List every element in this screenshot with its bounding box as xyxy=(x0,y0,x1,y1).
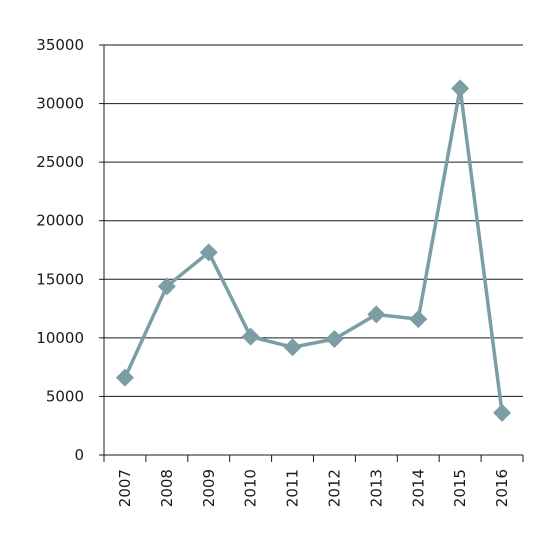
axes xyxy=(103,45,523,456)
y-tick-label-15000: 15000 xyxy=(36,270,84,288)
data-point-2009 xyxy=(199,243,218,262)
x-tick-label-2008: 2008 xyxy=(158,469,176,507)
y-tick-label-25000: 25000 xyxy=(36,153,84,171)
x-tick-label-2013: 2013 xyxy=(367,469,385,507)
x-tick-label-2010: 2010 xyxy=(242,469,260,507)
data-point-2015 xyxy=(451,79,470,98)
x-tick-label-2012: 2012 xyxy=(325,469,343,507)
x-tick-label-2016: 2016 xyxy=(493,469,511,507)
x-tick-labels: 2007 2008 2009 2010 2011 2012 2013 2014 2015 2016 xyxy=(103,455,524,507)
y-tick-label-20000: 20000 xyxy=(36,212,84,230)
y-tick-label-0: 0 xyxy=(74,446,84,464)
x-tick-label-2007: 2007 xyxy=(116,469,134,507)
y-tick-label-5000: 5000 xyxy=(46,387,84,405)
y-tick-label-35000: 35000 xyxy=(36,36,84,54)
data-point-2011 xyxy=(283,338,302,357)
data-point-2012 xyxy=(325,330,344,349)
series-line-0 xyxy=(123,86,504,414)
x-tick-label-2015: 2015 xyxy=(451,469,469,507)
y-tick-label-30000: 30000 xyxy=(36,95,84,113)
y-tick-labels: 0 5000 10000 15000 20000 25000 30000 35000 xyxy=(36,36,104,464)
series-group xyxy=(115,79,512,422)
data-point-2008 xyxy=(157,277,176,296)
x-tick-label-2011: 2011 xyxy=(284,469,302,507)
x-tick-label-2009: 2009 xyxy=(200,469,218,507)
y-tick-label-10000: 10000 xyxy=(36,329,84,347)
data-point-2010 xyxy=(241,327,260,346)
data-point-2014 xyxy=(409,310,428,329)
data-point-2007 xyxy=(115,368,134,387)
data-point-2013 xyxy=(367,305,386,324)
data-point-2016 xyxy=(493,403,512,422)
x-tick-label-2014: 2014 xyxy=(409,469,427,507)
